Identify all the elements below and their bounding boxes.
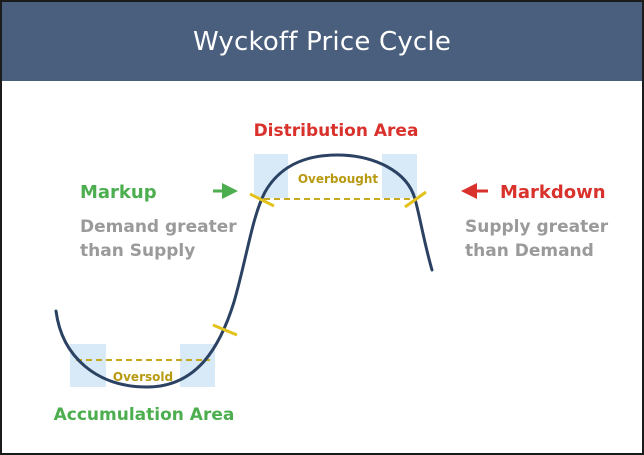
header-bar: Wyckoff Price Cycle <box>2 2 642 81</box>
markup-arrow <box>213 183 238 199</box>
distribution-zone-left <box>254 154 288 198</box>
accumulation-zone-left <box>70 344 106 387</box>
markup-description-line2: than Supply <box>80 241 195 261</box>
diagram-title: Wyckoff Price Cycle <box>192 26 452 57</box>
markdown-description-line1: Supply greater <box>465 217 609 237</box>
accumulation-zone-right <box>180 344 215 387</box>
markup-start-tick <box>212 323 238 337</box>
markup-description-line1: Demand greater <box>80 217 237 237</box>
oversold-label: Oversold <box>113 370 173 384</box>
markdown-arrow <box>461 183 488 199</box>
markdown-description-line2: than Demand <box>465 241 594 261</box>
distribution-right-tick <box>404 190 427 209</box>
overbought-label: Overbought <box>298 172 379 186</box>
accumulation-area-label: Accumulation Area <box>54 405 235 425</box>
markup-label: Markup <box>80 182 157 203</box>
price-cycle-curve <box>54 153 434 389</box>
distribution-left-tick <box>249 192 275 208</box>
markdown-label: Markdown <box>500 182 606 203</box>
distribution-area-label: Distribution Area <box>254 121 419 141</box>
